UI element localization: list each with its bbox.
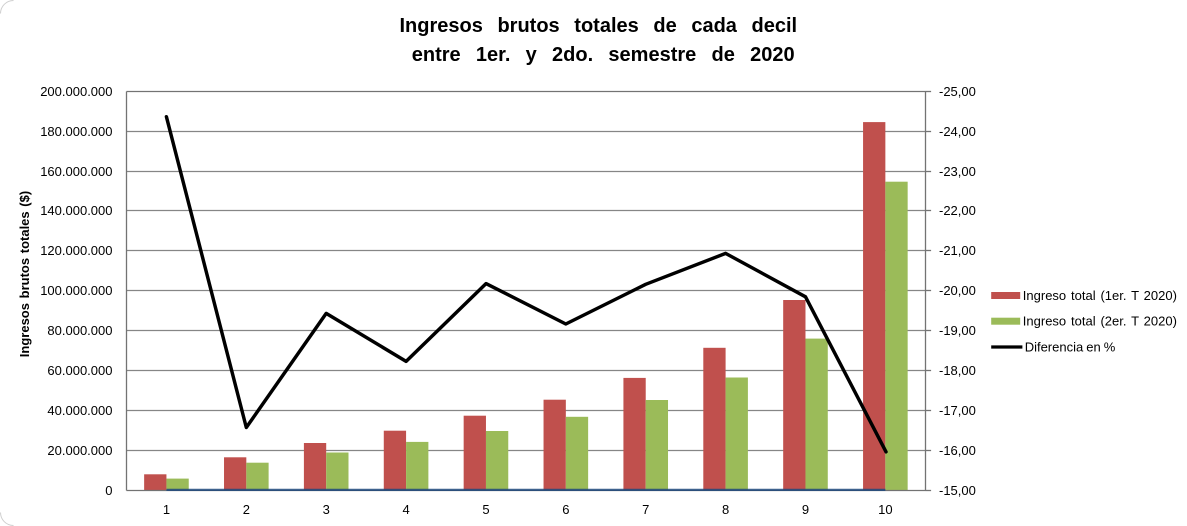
svg-text:7: 7 — [642, 502, 649, 517]
svg-text:-24,00: -24,00 — [939, 124, 976, 139]
svg-text:60.000.000: 60.000.000 — [47, 363, 112, 378]
svg-text:2: 2 — [243, 502, 250, 517]
svg-text:-15,00: -15,00 — [939, 483, 976, 498]
svg-text:Ingreso total (2er. T 2020): Ingreso total (2er. T 2020) — [1023, 314, 1177, 329]
svg-text:100.000.000: 100.000.000 — [40, 283, 112, 298]
svg-text:200.000.000: 200.000.000 — [40, 84, 112, 99]
svg-text:entre 1er. y 2do. semestre de: entre 1er. y 2do. semestre de 2020 — [412, 44, 795, 66]
svg-text:10: 10 — [878, 502, 892, 517]
svg-text:8: 8 — [722, 502, 729, 517]
svg-text:Ingresos brutos totales ($): Ingresos brutos totales ($) — [17, 191, 32, 357]
svg-text:0: 0 — [105, 483, 112, 498]
svg-text:Diferencia en %: Diferencia en % — [1025, 340, 1116, 355]
svg-text:140.000.000: 140.000.000 — [40, 203, 112, 218]
svg-text:-21,00: -21,00 — [939, 243, 976, 258]
svg-text:3: 3 — [323, 502, 330, 517]
svg-text:-19,00: -19,00 — [939, 323, 976, 338]
svg-text:Ingreso total (1er. T 2020): Ingreso total (1er. T 2020) — [1023, 288, 1177, 303]
svg-text:4: 4 — [402, 502, 409, 517]
svg-text:160.000.000: 160.000.000 — [40, 164, 112, 179]
svg-text:9: 9 — [802, 502, 809, 517]
svg-text:5: 5 — [482, 502, 489, 517]
svg-text:120.000.000: 120.000.000 — [40, 243, 112, 258]
svg-text:80.000.000: 80.000.000 — [47, 323, 112, 338]
svg-text:6: 6 — [562, 502, 569, 517]
svg-text:-20,00: -20,00 — [939, 283, 976, 298]
svg-text:1: 1 — [163, 502, 170, 517]
svg-text:180.000.000: 180.000.000 — [40, 124, 112, 139]
svg-text:20.000.000: 20.000.000 — [47, 443, 112, 458]
svg-text:-23,00: -23,00 — [939, 164, 976, 179]
svg-text:-22,00: -22,00 — [939, 203, 976, 218]
svg-text:-17,00: -17,00 — [939, 403, 976, 418]
svg-text:-18,00: -18,00 — [939, 363, 976, 378]
svg-text:Ingresos brutos totales de cad: Ingresos brutos totales de cada decil — [399, 15, 797, 37]
svg-text:-16,00: -16,00 — [939, 443, 976, 458]
svg-text:40.000.000: 40.000.000 — [47, 403, 112, 418]
svg-text:-25,00: -25,00 — [939, 84, 976, 99]
